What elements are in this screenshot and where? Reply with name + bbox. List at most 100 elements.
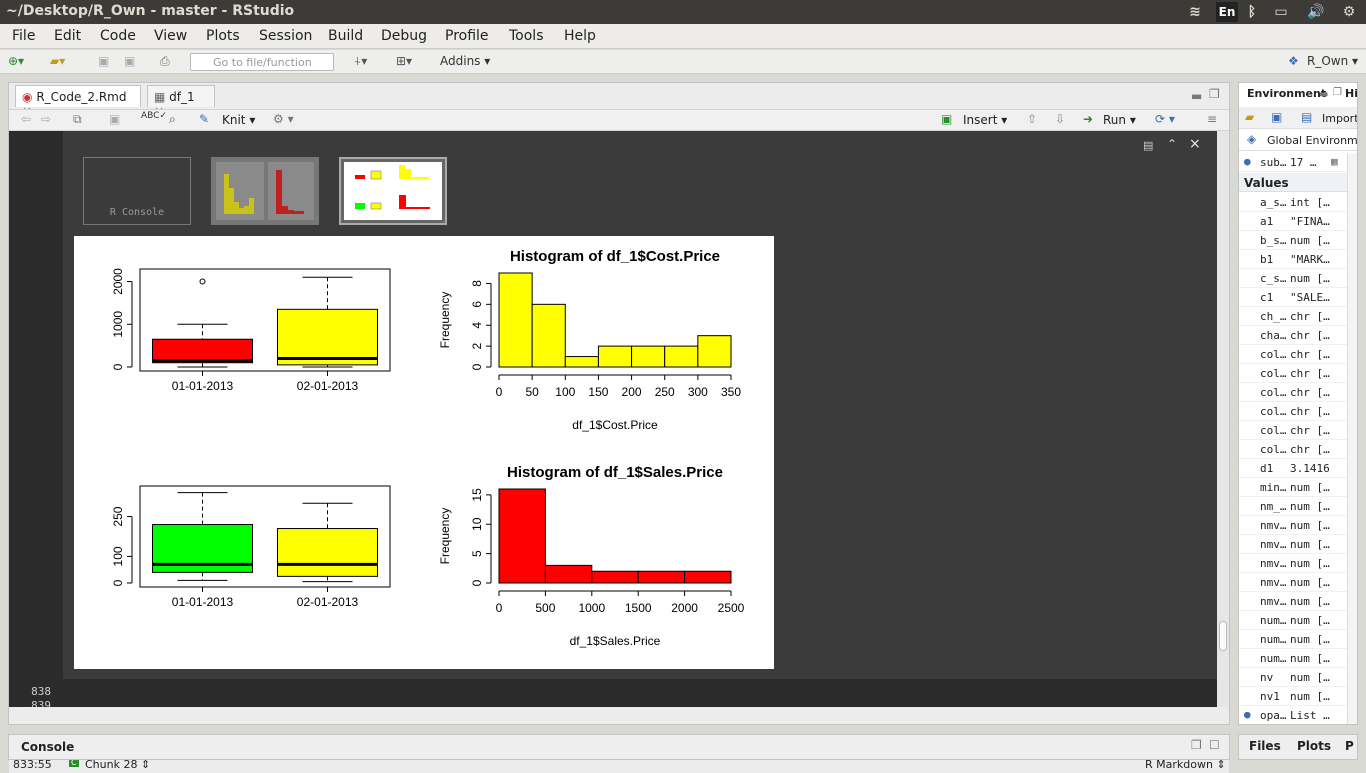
menu-session[interactable]: Session [259,28,313,44]
tab-packages[interactable]: P [1345,739,1354,753]
back-arrow-icon[interactable]: ⇦ [21,112,32,126]
print-icon[interactable]: ⎙ [160,54,170,68]
load-workspace-icon[interactable]: ▰ [1245,110,1255,124]
find-magnifier-icon[interactable]: ⌕ [169,112,176,126]
env-value-row[interactable]: nv num [… [1239,668,1357,687]
next-chunk-icon[interactable]: ⇩ [1055,112,1066,126]
version-control-icon[interactable]: ⍭▾ [354,54,368,68]
import-dataset-button[interactable]: Import [1322,112,1358,125]
env-value-row[interactable]: col… chr [… [1239,383,1357,402]
env-value-row[interactable]: nm_… num [… [1239,497,1357,516]
run-button[interactable]: Run ▾ [1103,113,1136,127]
expand-circle-icon[interactable]: ● [1244,155,1251,168]
env-value-row[interactable]: col… chr [… [1239,402,1357,421]
maximize-pane-icon[interactable]: ❐ [1333,87,1342,98]
save-workspace-icon[interactable]: ▣ [1271,110,1283,124]
env-value-row[interactable]: ● opa… List … [1239,706,1357,724]
env-value-row[interactable]: nmv… num [… [1239,592,1357,611]
tab-environment[interactable]: Environment [1247,87,1327,100]
expand-output-icon[interactable]: ▤ [1143,139,1154,152]
thumbnail-plot-2-selected[interactable] [339,157,447,225]
env-value-row[interactable]: c_s… num [… [1239,269,1357,288]
env-value-row[interactable]: a_s… int [… [1239,193,1357,212]
knit-icon[interactable]: ✎ [199,112,210,126]
env-value-row[interactable]: col… chr [… [1239,345,1357,364]
env-value-row[interactable]: num… num [… [1239,611,1357,630]
save-all-icon[interactable]: ▣ [124,54,136,68]
thumbnail-plot-1[interactable] [211,157,319,225]
new-file-icon[interactable]: ⊕▾ [8,54,25,68]
menu-edit[interactable]: Edit [54,28,82,44]
tab-rmd[interactable]: ◉ R_Code_2.Rmd × [15,85,141,118]
tab-plots[interactable]: Plots [1297,739,1332,753]
code-editor[interactable]: 838 839 ▤ ⌃ × R Console [9,131,1229,773]
env-value-row[interactable]: num… num [… [1239,630,1357,649]
prev-chunk-icon[interactable]: ⇧ [1027,112,1038,126]
environment-scope-selector[interactable]: Global Environm [1267,134,1358,147]
gear-options-icon[interactable]: ⚙ ▾ [273,112,294,126]
save-doc-icon[interactable]: ▣ [109,112,121,126]
env-value-row[interactable]: a1 "FINA… [1239,212,1357,231]
document-outline-icon[interactable]: ≡ [1207,112,1218,126]
env-value-row[interactable]: nmv… num [… [1239,535,1357,554]
tab-df1[interactable]: ▦ df_1 × [147,85,215,118]
tab-history[interactable]: Hi [1345,87,1358,100]
menu-build[interactable]: Build [328,28,364,44]
env-value-row[interactable]: cha… chr [… [1239,326,1357,345]
env-value-row[interactable]: col… chr [… [1239,364,1357,383]
env-value-row[interactable]: b_s… num [… [1239,231,1357,250]
addins-menu[interactable]: Addins ▾ [440,54,491,68]
forward-arrow-icon[interactable]: ⇨ [41,112,52,126]
env-value-row[interactable]: col… chr [… [1239,421,1357,440]
spellcheck-icon[interactable]: ABC✓ [141,111,167,121]
editor-scrollbar[interactable] [1217,131,1229,707]
env-value-row[interactable]: nmv… num [… [1239,554,1357,573]
menu-plots[interactable]: Plots [206,28,240,44]
menu-profile[interactable]: Profile [445,28,489,44]
maximize-pane-icon[interactable]: ❐ [1209,87,1220,101]
menu-tools[interactable]: Tools [509,28,544,44]
knit-button[interactable]: Knit ▾ [222,113,256,127]
thumbnail-r-console[interactable]: R Console [83,157,191,225]
volume-icon[interactable]: 🔊 [1307,4,1325,20]
insert-button[interactable]: Insert ▾ [963,113,1008,127]
env-value-row[interactable]: min… num [… [1239,478,1357,497]
open-folder-icon[interactable]: ▰▾ [50,54,66,68]
collapse-output-icon[interactable]: ⌃ [1167,137,1178,151]
env-value-row[interactable]: ch_… chr [… [1239,307,1357,326]
project-menu[interactable]: R_Own ▾ [1307,54,1359,68]
environment-scrollbar[interactable] [1347,153,1357,724]
view-table-icon[interactable]: ▦ [1331,155,1338,168]
minimize-pane-icon[interactable]: ▬ [1319,89,1329,100]
settings-gear-icon[interactable]: ⚙ [1342,4,1356,20]
env-value-row[interactable]: nv1 num [… [1239,687,1357,706]
keyboard-language-indicator[interactable]: En [1216,2,1238,22]
save-icon[interactable]: ▣ [98,54,110,68]
scrollbar-thumb[interactable] [1219,621,1227,651]
maximize-pane-icon[interactable]: ☐ [1209,738,1220,752]
wifi-icon[interactable]: ≋ [1189,4,1201,20]
bluetooth-icon[interactable]: ᛒ [1247,4,1257,20]
rerun-icon[interactable]: ⟳ ▾ [1155,112,1175,126]
expand-circle-icon[interactable]: ● [1244,708,1251,721]
env-value-row[interactable]: b1 "MARK… [1239,250,1357,269]
menu-debug[interactable]: Debug [381,28,428,44]
tab-files[interactable]: Files [1249,739,1281,753]
env-value-row[interactable]: c1 "SALE… [1239,288,1357,307]
env-value-row[interactable]: nmv… num [… [1239,516,1357,535]
env-value-row[interactable]: num… num [… [1239,649,1357,668]
goto-file-input[interactable]: Go to file/function [190,53,334,71]
minimize-pane-icon[interactable]: ▬ [1191,89,1203,103]
console-pane[interactable]: Console ❐ ☐ [8,734,1230,760]
env-value-row[interactable]: col… chr [… [1239,440,1357,459]
layout-grid-icon[interactable]: ⊞▾ [396,54,413,68]
menu-code[interactable]: Code [100,28,136,44]
show-in-window-icon[interactable]: ⧉ [73,112,82,126]
env-data-row[interactable]: ● sub… 17 … ▦ [1239,153,1357,172]
menu-help[interactable]: Help [564,28,596,44]
close-output-icon[interactable]: × [1189,136,1201,152]
restore-pane-icon[interactable]: ❐ [1191,738,1202,752]
battery-icon[interactable]: ▭ [1274,4,1288,20]
menu-file[interactable]: File [12,28,36,44]
menu-view[interactable]: View [154,28,188,44]
